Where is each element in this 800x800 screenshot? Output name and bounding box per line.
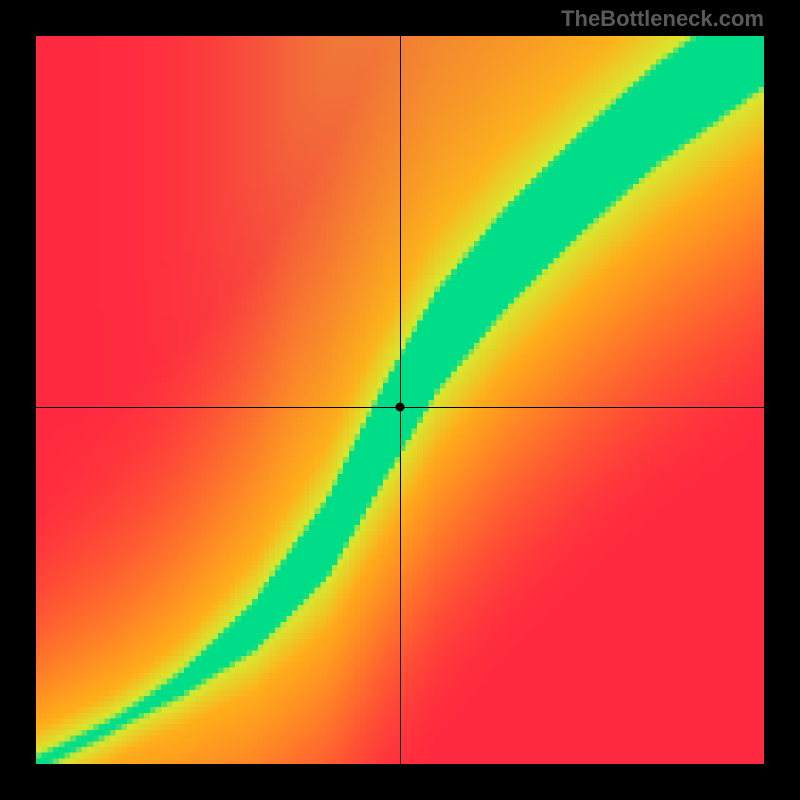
chart-container: TheBottleneck.com [0,0,800,800]
crosshair-vertical [400,36,401,764]
data-point-marker [396,403,405,412]
watermark-text: TheBottleneck.com [561,6,764,32]
